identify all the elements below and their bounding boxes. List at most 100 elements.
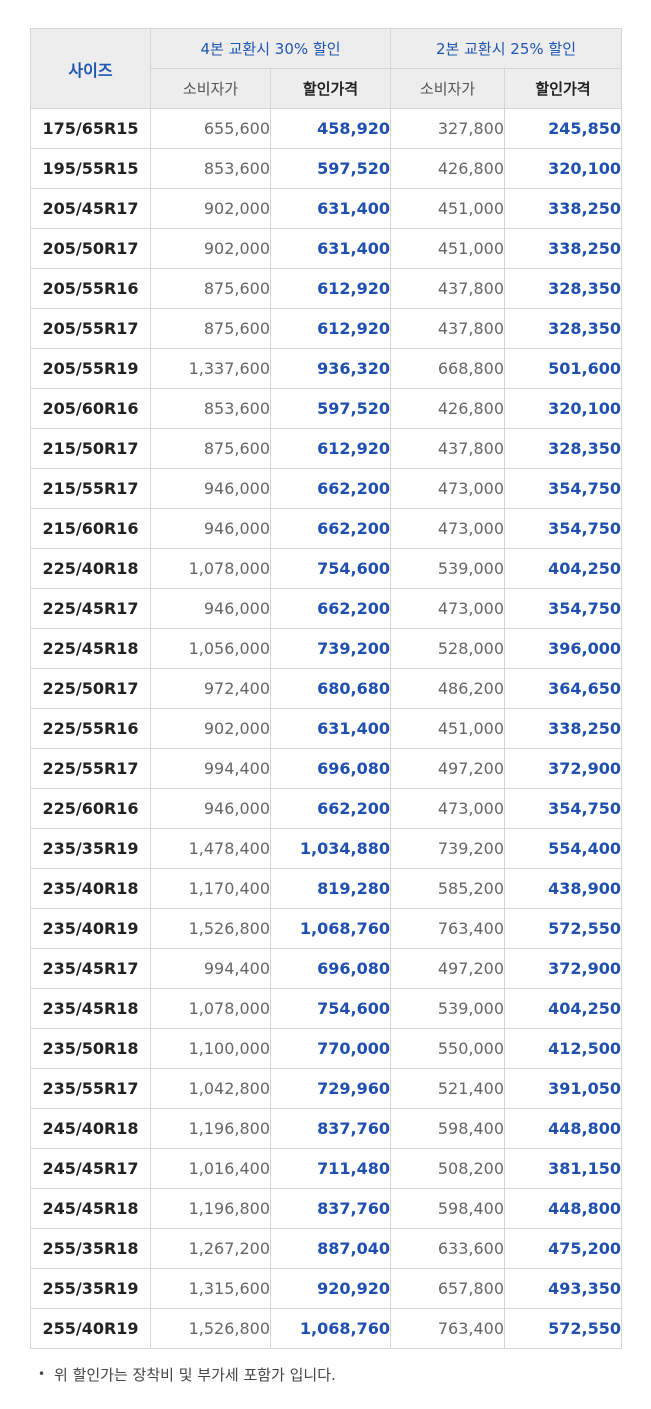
- size-cell: 225/50R17: [30, 668, 151, 709]
- four-discount-price-cell: 612,920: [270, 268, 391, 309]
- two-consumer-price-cell: 497,200: [390, 948, 505, 989]
- table-row: 215/60R16 946,000 662,200 473,000 354,750: [30, 508, 622, 549]
- table-row: 225/50R17 972,400 680,680 486,200 364,650: [30, 668, 622, 709]
- two-consumer-price-cell: 451,000: [390, 228, 505, 269]
- four-discount-price-cell: 819,280: [270, 868, 391, 909]
- size-cell: 225/55R17: [30, 748, 151, 789]
- two-discount-price-cell: 448,800: [504, 1108, 622, 1149]
- size-cell: 225/60R16: [30, 788, 151, 829]
- two-consumer-price-cell: 668,800: [390, 348, 505, 389]
- four-discount-price-cell: 739,200: [270, 628, 391, 669]
- size-cell: 235/40R19: [30, 908, 151, 949]
- size-cell: 235/55R17: [30, 1068, 151, 1109]
- four-consumer-price-cell: 1,170,400: [150, 868, 271, 909]
- size-cell: 225/40R18: [30, 548, 151, 589]
- two-consumer-price-cell: 451,000: [390, 708, 505, 749]
- size-cell: 195/55R15: [30, 148, 151, 189]
- two-consumer-price-cell: 539,000: [390, 988, 505, 1029]
- four-consumer-price-cell: 1,337,600: [150, 348, 271, 389]
- two-consumer-price-cell: 486,200: [390, 668, 505, 709]
- two-consumer-price-cell: 497,200: [390, 748, 505, 789]
- two-tire-discount-header: 2본 교환시 25% 할인: [390, 28, 622, 69]
- size-cell: 215/55R17: [30, 468, 151, 509]
- four-tire-discount-header: 4본 교환시 30% 할인: [150, 28, 391, 69]
- size-cell: 205/55R19: [30, 348, 151, 389]
- two-consumer-price-cell: 585,200: [390, 868, 505, 909]
- size-cell: 215/50R17: [30, 428, 151, 469]
- four-discount-price-cell: 1,034,880: [270, 828, 391, 869]
- two-discount-price-cell: 354,750: [504, 468, 622, 509]
- table-row: 255/35R19 1,315,600 920,920 657,800 493,350: [30, 1268, 622, 1309]
- size-cell: 235/50R18: [30, 1028, 151, 1069]
- size-cell: 255/35R19: [30, 1268, 151, 1309]
- four-consumer-price-cell: 1,100,000: [150, 1028, 271, 1069]
- four-discount-price-cell: 612,920: [270, 308, 391, 349]
- two-discount-price-cell: 328,350: [504, 428, 622, 469]
- two-discount-price-cell: 354,750: [504, 508, 622, 549]
- size-cell: 235/40R18: [30, 868, 151, 909]
- table-row: 235/50R18 1,100,000 770,000 550,000 412,500: [30, 1028, 622, 1069]
- table-row: 205/55R16 875,600 612,920 437,800 328,350: [30, 268, 622, 309]
- four-consumer-price-cell: 1,526,800: [150, 908, 271, 949]
- four-discount-price-cell: 680,680: [270, 668, 391, 709]
- table-row: 245/40R18 1,196,800 837,760 598,400 448,800: [30, 1108, 622, 1149]
- two-discount-price-cell: 328,350: [504, 268, 622, 309]
- size-cell: 235/45R17: [30, 948, 151, 989]
- size-cell: 225/45R17: [30, 588, 151, 629]
- four-consumer-price-cell: 902,000: [150, 188, 271, 229]
- two-consumer-price-cell: 451,000: [390, 188, 505, 229]
- size-cell: 235/35R19: [30, 828, 151, 869]
- table-row: 195/55R15 853,600 597,520 426,800 320,100: [30, 148, 622, 189]
- four-consumer-price-cell: 994,400: [150, 948, 271, 989]
- tire-price-table: 사이즈 4본 교환시 30% 할인 2본 교환시 25% 할인 소비자가 할인가…: [30, 28, 622, 1349]
- two-discount-price-cell: 338,250: [504, 708, 622, 749]
- two-discount-price-cell: 320,100: [504, 148, 622, 189]
- two-discount-price-cell: 475,200: [504, 1228, 622, 1269]
- size-cell: 245/45R18: [30, 1188, 151, 1229]
- table-row: 255/40R19 1,526,800 1,068,760 763,400 572,55…: [30, 1308, 622, 1349]
- footnote: • 위 할인가는 장착비 및 부가세 포함가 입니다.: [38, 1364, 336, 1385]
- two-discount-price-cell: 572,550: [504, 1308, 622, 1349]
- table-row: 205/45R17 902,000 631,400 451,000 338,250: [30, 188, 622, 229]
- four-consumer-price-cell: 1,056,000: [150, 628, 271, 669]
- four-consumer-price-cell: 875,600: [150, 268, 271, 309]
- table-row: 245/45R18 1,196,800 837,760 598,400 448,800: [30, 1188, 622, 1229]
- four-discount-price-cell: 662,200: [270, 588, 391, 629]
- table-row: 235/45R18 1,078,000 754,600 539,000 404,250: [30, 988, 622, 1029]
- two-discount-price-cell: 245,850: [504, 108, 622, 149]
- four-consumer-price-cell: 1,078,000: [150, 988, 271, 1029]
- table-row: 215/55R17 946,000 662,200 473,000 354,750: [30, 468, 622, 509]
- two-discount-price-cell: 438,900: [504, 868, 622, 909]
- size-cell: 205/55R16: [30, 268, 151, 309]
- size-cell: 255/35R18: [30, 1228, 151, 1269]
- four-consumer-price-cell: 946,000: [150, 788, 271, 829]
- four-discount-price-cell: 887,040: [270, 1228, 391, 1269]
- four-discount-price-cell: 837,760: [270, 1188, 391, 1229]
- size-cell: 215/60R16: [30, 508, 151, 549]
- four-consumer-price-cell: 875,600: [150, 428, 271, 469]
- four-discount-price-cell: 662,200: [270, 788, 391, 829]
- four-consumer-price-cell: 1,196,800: [150, 1188, 271, 1229]
- two-consumer-price-cell: 598,400: [390, 1108, 505, 1149]
- two-discount-price-cell: 338,250: [504, 188, 622, 229]
- four-consumer-price-cell: 1,478,400: [150, 828, 271, 869]
- four-consumer-price-cell: 994,400: [150, 748, 271, 789]
- four-discount-price-cell: 754,600: [270, 548, 391, 589]
- four-consumer-price-cell: 1,078,000: [150, 548, 271, 589]
- four-discount-price-cell: 754,600: [270, 988, 391, 1029]
- two-consumer-price-cell: 473,000: [390, 788, 505, 829]
- four-discount-price-cell: 662,200: [270, 508, 391, 549]
- two-consumer-price-cell: 633,600: [390, 1228, 505, 1269]
- four-discount-price-cell: 597,520: [270, 388, 391, 429]
- four-consumer-price-cell: 1,315,600: [150, 1268, 271, 1309]
- size-cell: 205/55R17: [30, 308, 151, 349]
- four-consumer-price-cell: 853,600: [150, 148, 271, 189]
- table-row: 225/60R16 946,000 662,200 473,000 354,750: [30, 788, 622, 829]
- two-consumer-price-cell: 508,200: [390, 1148, 505, 1189]
- four-discount-price-cell: 631,400: [270, 708, 391, 749]
- four-consumer-price-cell: 946,000: [150, 508, 271, 549]
- four-consumer-price-cell: 853,600: [150, 388, 271, 429]
- four-discount-price-cell: 729,960: [270, 1068, 391, 1109]
- table-body: 175/65R15 655,600 458,920 327,800 245,850 195…: [30, 108, 622, 1349]
- two-discount-price-cell: 354,750: [504, 788, 622, 829]
